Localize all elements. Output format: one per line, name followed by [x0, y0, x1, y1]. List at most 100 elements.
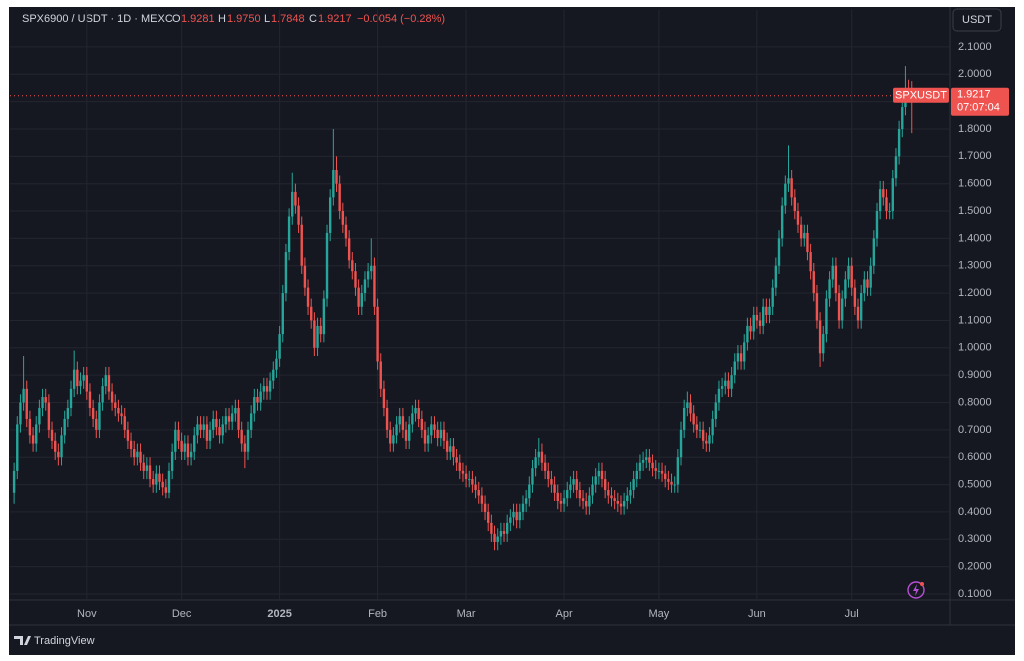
candle-body: [622, 500, 626, 507]
candle-body: [714, 402, 717, 419]
candle-body: [528, 484, 531, 499]
candle-body: [357, 287, 360, 307]
candle-body: [114, 402, 117, 408]
candle-body: [442, 429, 446, 441]
open-value: 1.9281: [181, 13, 215, 25]
candle-body: [423, 429, 427, 444]
candle-body: [670, 481, 673, 485]
candle-body: [483, 503, 487, 512]
candle-body: [739, 353, 743, 362]
candle-body: [487, 511, 490, 523]
candle-body: [316, 325, 319, 348]
candle-body: [53, 440, 57, 452]
candle-body: [771, 287, 774, 307]
candle-body: [521, 503, 525, 512]
candle-body: [275, 358, 278, 370]
candle-body: [297, 205, 300, 225]
candle-body: [85, 375, 89, 392]
currency-label[interactable]: USDT: [962, 14, 992, 26]
candle-body: [123, 416, 126, 430]
alert-icon-ring[interactable]: [907, 581, 925, 599]
candle-body: [38, 407, 41, 425]
alert-icon-bolt[interactable]: [913, 584, 919, 596]
candle-body: [502, 531, 506, 534]
candle-body: [294, 191, 297, 206]
candle-body: [313, 320, 316, 348]
candle-body: [69, 388, 73, 408]
currency-button[interactable]: [952, 8, 1002, 32]
candle-body: [768, 306, 771, 315]
candle-body: [341, 211, 345, 225]
y-tick-label: 2.1000: [958, 41, 992, 53]
candle-body: [193, 435, 196, 452]
y-tick-label: 0.3000: [958, 533, 992, 545]
candle-body: [859, 293, 863, 321]
alert-icon-dot[interactable]: [920, 582, 924, 586]
candle-body: [344, 224, 348, 239]
candle-body: [455, 457, 458, 463]
candle-body: [692, 413, 695, 425]
candle-body: [888, 211, 891, 213]
price-tag-countdown: 07:07:04: [957, 102, 1000, 114]
candle-body: [139, 451, 142, 463]
candle-body: [578, 490, 582, 499]
candle-body: [240, 429, 243, 444]
candle-body: [866, 279, 869, 288]
candle-body: [363, 279, 367, 294]
candle-body: [189, 451, 193, 458]
candle-body: [414, 407, 417, 414]
candle-body: [736, 353, 740, 362]
candle-body: [540, 451, 544, 463]
candle-body: [44, 397, 47, 403]
candle-body: [382, 388, 386, 408]
candle-body: [603, 479, 607, 491]
y-tick-label: 0.1000: [958, 588, 992, 600]
candle-body: [682, 407, 686, 430]
candle-body: [515, 511, 518, 521]
candle-body: [57, 451, 60, 458]
alert-icon[interactable]: [907, 581, 925, 599]
candle-body: [107, 375, 111, 392]
candle-body: [787, 178, 790, 184]
candle-body: [831, 265, 834, 280]
candle-body: [755, 314, 759, 321]
candle-body: [325, 232, 329, 299]
candle-body: [825, 298, 828, 335]
brand-logo[interactable]: TradingView: [14, 635, 95, 647]
candle-body: [117, 407, 120, 414]
candle-body: [461, 470, 465, 474]
candle-body: [41, 397, 44, 408]
candle-body: [151, 479, 155, 485]
candle-body: [180, 440, 183, 452]
candle-body: [569, 484, 572, 491]
candle-body: [777, 238, 781, 266]
candle-body: [373, 265, 376, 307]
brand-name[interactable]: TradingView: [34, 635, 95, 647]
brand-logo-mark[interactable]: [14, 636, 31, 645]
candle-body: [63, 418, 66, 436]
candle-body: [869, 265, 872, 288]
candle-body: [227, 416, 231, 422]
candle-body: [310, 306, 313, 321]
candle-body: [537, 451, 540, 458]
candle-body: [351, 260, 354, 272]
candle-body: [626, 495, 629, 501]
candle-body: [897, 128, 901, 157]
candle-body: [328, 197, 332, 233]
candle-body: [202, 424, 205, 430]
candle-body: [803, 232, 806, 239]
x-tick-label: Feb: [368, 608, 387, 620]
candle-body: [878, 189, 882, 212]
candle-body: [385, 407, 389, 430]
price-tag: [951, 87, 1009, 116]
candle-body: [170, 451, 174, 471]
candle-body: [262, 386, 266, 392]
candle-body: [695, 424, 699, 430]
candle-body: [224, 416, 228, 425]
candle-body: [22, 388, 25, 403]
candle-body: [730, 375, 733, 389]
candle-body: [705, 440, 708, 444]
candle-body: [272, 369, 275, 381]
candle-body: [354, 271, 357, 288]
candle-body: [882, 189, 885, 198]
